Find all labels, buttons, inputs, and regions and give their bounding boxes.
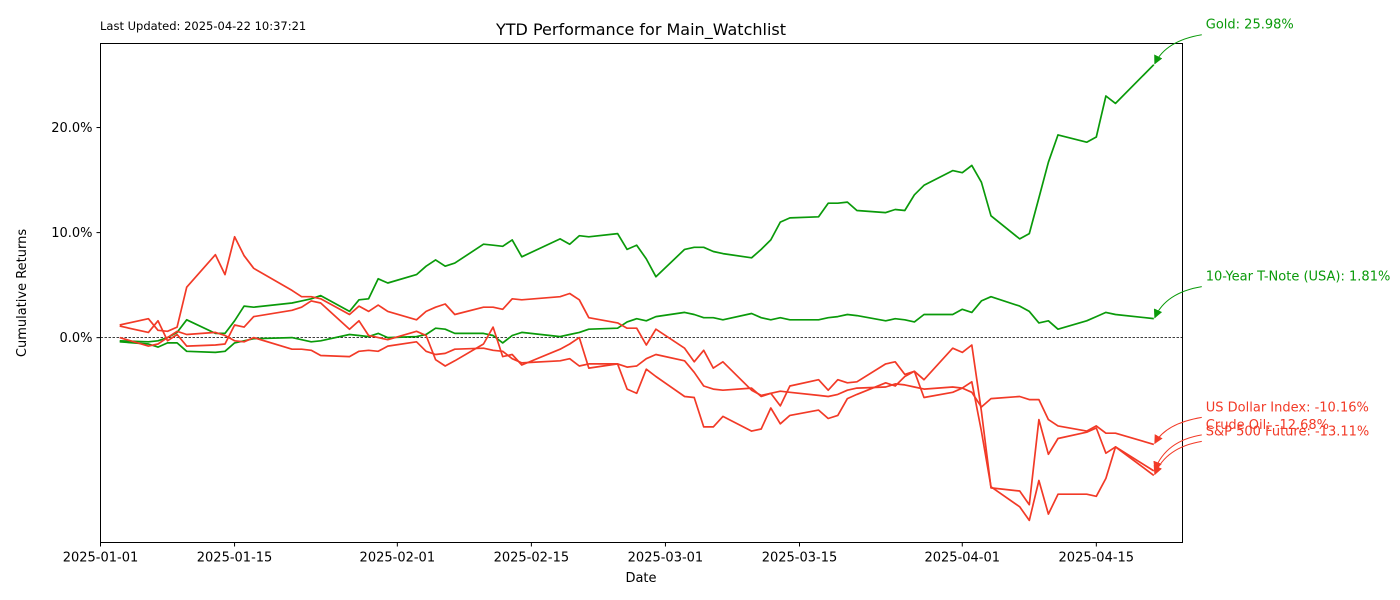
x-tick-label: 2025-04-01 bbox=[924, 551, 1000, 566]
x-tick-label: 2025-03-01 bbox=[628, 551, 704, 566]
series-line-crude-oil bbox=[119, 235, 1155, 506]
last-updated-label: Last Updated: 2025-04-22 10:37:21 bbox=[100, 19, 306, 33]
series-line-s-p-500-future bbox=[119, 300, 1155, 522]
series-line-10-year-t-note-usa bbox=[119, 295, 1154, 354]
plot-frame bbox=[100, 43, 1183, 543]
x-axis-label: Date bbox=[625, 571, 656, 586]
annotation-arrow-10-year-t-note-usa bbox=[1153, 286, 1202, 319]
annotation-label-crude-oil: Crude Oil: -12.68% bbox=[1206, 418, 1329, 433]
annotation-label-10-year-t-note-usa: 10-Year T-Note (USA): 1.81% bbox=[1206, 270, 1391, 285]
y-tick-label: 10.0% bbox=[51, 226, 92, 241]
annotation-arrow-us-dollar-index bbox=[1154, 416, 1202, 445]
x-tick-label: 2025-02-01 bbox=[360, 551, 436, 566]
series-annotations: Gold: 25.98% 10-Year T-Note (USA): 1.81% U… bbox=[1153, 18, 1391, 476]
plot-area bbox=[100, 64, 1183, 522]
y-axis: 0.0% 10.0% 20.0% bbox=[51, 121, 101, 346]
series-line-gold bbox=[119, 64, 1155, 343]
annotation-arrow-gold bbox=[1154, 34, 1202, 65]
y-tick-label: 0.0% bbox=[59, 331, 92, 346]
x-tick-label: 2025-04-15 bbox=[1059, 551, 1135, 566]
chart-title: YTD Performance for Main_Watchlist bbox=[495, 20, 786, 40]
annotation-arrow-crude-oil bbox=[1153, 434, 1202, 471]
x-axis: 2025-01-01 2025-01-15 2025-02-01 2025-02-15… bbox=[63, 542, 1135, 566]
x-tick-label: 2025-01-01 bbox=[63, 551, 139, 566]
y-tick-label: 20.0% bbox=[51, 121, 92, 136]
annotation-label-s-p-500-future: S&P 500 Future: -13.11% bbox=[1206, 424, 1369, 439]
x-tick-label: 2025-03-15 bbox=[762, 551, 838, 566]
x-tick-label: 2025-01-15 bbox=[197, 551, 273, 566]
x-tick-label: 2025-02-15 bbox=[494, 551, 570, 566]
y-axis-label: Cumulative Returns bbox=[15, 229, 30, 357]
series-line-us-dollar-index bbox=[119, 330, 1155, 446]
annotation-label-gold: Gold: 25.98% bbox=[1206, 18, 1294, 33]
annotation-arrow-s-p-500-future bbox=[1153, 440, 1202, 476]
annotation-label-us-dollar-index: US Dollar Index: -10.16% bbox=[1206, 400, 1369, 415]
